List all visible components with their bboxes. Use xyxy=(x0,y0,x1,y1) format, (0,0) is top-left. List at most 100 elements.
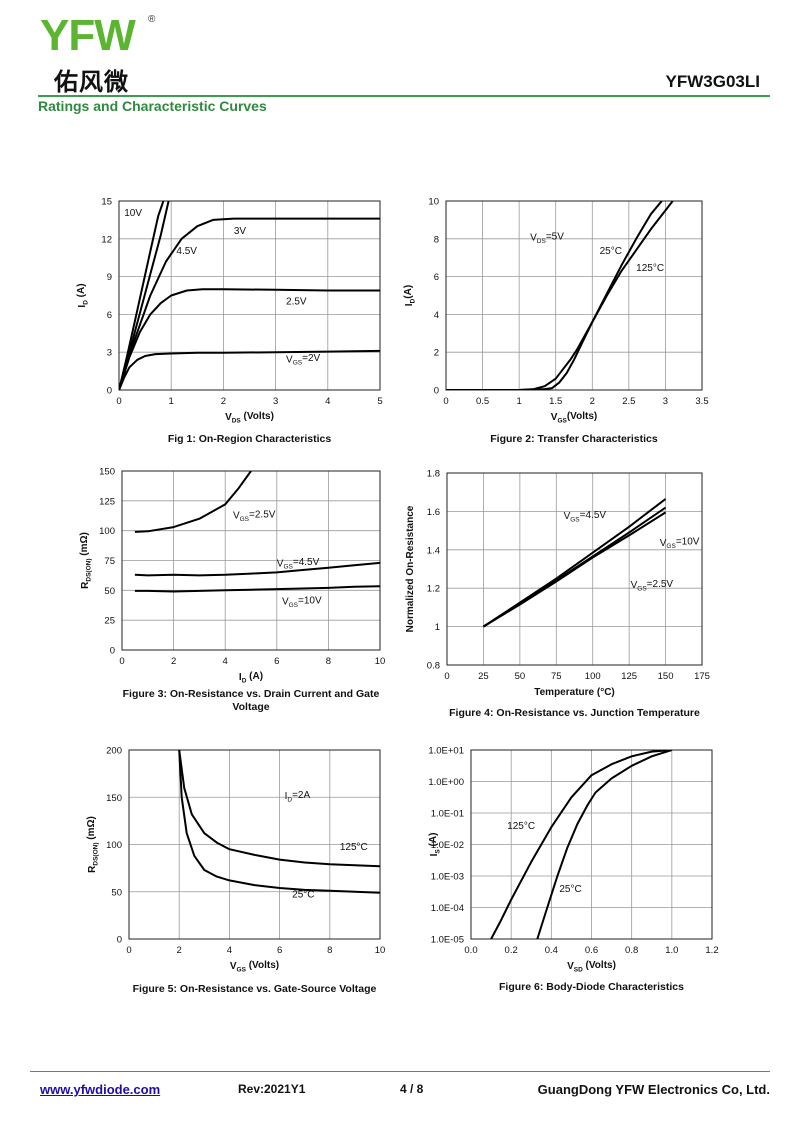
fig5-y-tick-label: 0 xyxy=(117,935,122,946)
fig4-y-tick-label: 1.2 xyxy=(427,584,440,595)
fig6-y-tick-label: 1.0E-03 xyxy=(431,872,464,883)
part-number: YFW3G03LI xyxy=(665,72,760,91)
fig6-x-axis-title: VSD (Volts) xyxy=(567,960,616,974)
fig4-curve-label: VGS=10V xyxy=(660,537,700,551)
fig4-x-tick-label: 25 xyxy=(478,671,489,682)
fig4-x-tick-label: 100 xyxy=(585,671,601,682)
fig1-series-line xyxy=(119,201,165,390)
section-title: Ratings and Characteristic Curves xyxy=(38,98,267,114)
fig4-x-tick-label: 175 xyxy=(694,671,710,682)
fig1-y-tick-label: 15 xyxy=(101,197,112,208)
fig3-series-line xyxy=(134,561,380,577)
fig4-y-axis-title: Normalized On-Resistance xyxy=(405,505,416,632)
fig1-curve-label: 4.5V xyxy=(176,246,197,257)
fig3-curve-label: VGS=4.5V xyxy=(277,557,320,571)
fig6-series-line xyxy=(536,750,673,939)
fig2-chart: 0 0.5 1 1.5 2 2.5 3 3.5 0 2 4 6 8 10 VDS=5V 25°C 125°C VG… xyxy=(403,197,709,446)
fig6-x-tick-label: 1.0 xyxy=(665,945,678,956)
fig3-x-tick-label: 10 xyxy=(375,656,386,667)
fig3-x-tick-label: 2 xyxy=(171,656,176,667)
fig3-x-tick-label: 6 xyxy=(274,656,279,667)
fig2-x-tick-label: 1.5 xyxy=(549,396,562,407)
footer-website-link[interactable]: www.yfwdiode.com xyxy=(40,1082,161,1097)
fig3-series-line xyxy=(134,471,252,533)
fig1-x-tick-label: 1 xyxy=(169,396,174,407)
fig1-curve-label: 3V xyxy=(234,226,247,237)
footer-revision: Rev:2021Y1 xyxy=(238,1082,306,1096)
fig2-y-tick-label: 2 xyxy=(434,348,439,359)
fig3-x-axis-title: ID (A) xyxy=(239,671,263,685)
fig3-y-tick-label: 75 xyxy=(104,556,115,567)
fig2-series-line xyxy=(446,201,663,390)
fig3-y-tick-label: 0 xyxy=(110,646,115,657)
fig2-x-tick-label: 3.5 xyxy=(695,396,708,407)
fig6-y-axis-title: IS (A) xyxy=(428,833,442,857)
footer-divider xyxy=(30,1071,770,1072)
fig5-plot-frame xyxy=(128,749,381,940)
fig1-series-line xyxy=(119,201,170,390)
fig1-curve-label: 2.5V xyxy=(286,296,307,307)
fig2-y-tick-label: 6 xyxy=(434,272,439,283)
fig6-curve-label: 125°C xyxy=(507,821,535,832)
fig3-y-tick-label: 50 xyxy=(104,586,115,597)
fig1-y-tick-label: 12 xyxy=(101,234,112,245)
fig5-x-tick-label: 4 xyxy=(227,945,232,956)
fig1-series-line xyxy=(119,349,380,390)
fig4-y-tick-label: 1.8 xyxy=(427,469,440,480)
logo-registered-mark: ® xyxy=(148,14,156,25)
fig6-curve-label: 25°C xyxy=(559,884,581,895)
fig6-y-tick-label: 1.0E+00 xyxy=(428,777,464,788)
fig2-y-tick-label: 8 xyxy=(434,234,439,245)
footer-page-number: 4 / 8 xyxy=(400,1082,424,1096)
company-logo: YFW ® 佑风微 xyxy=(40,14,170,97)
fig5-x-tick-label: 2 xyxy=(177,945,182,956)
fig1-curve-label: VGS=2V xyxy=(286,353,320,367)
fig4-x-tick-label: 150 xyxy=(658,671,674,682)
fig4-x-tick-label: 50 xyxy=(515,671,526,682)
fig4-x-axis-title: Temperature (°C) xyxy=(534,687,615,698)
fig1-y-tick-label: 9 xyxy=(107,272,112,283)
fig1-x-axis-title: VDS (Volts) xyxy=(225,411,274,425)
fig6-y-tick-label: 1.0E-04 xyxy=(431,903,464,914)
fig4-y-tick-label: 0.8 xyxy=(427,661,440,672)
fig6-x-tick-label: 0.0 xyxy=(464,945,477,956)
footer-company: GuangDong YFW Electronics Co, Ltd. xyxy=(537,1082,770,1097)
fig2-y-tick-label: 10 xyxy=(428,197,439,208)
fig3-y-axis-title: RDS(ON) (mΩ) xyxy=(79,532,93,589)
fig4-x-tick-label: 125 xyxy=(621,671,637,682)
fig4-y-tick-label: 1.6 xyxy=(427,507,440,518)
fig1-series-line xyxy=(119,217,380,390)
fig4-figure-title: Figure 4: On-Resistance vs. Junction Tem… xyxy=(449,707,700,719)
fig6-chart: 0.0 0.2 0.4 0.6 0.8 1.0 1.2 1.0E-05 1.0E-04 1.0E-… xyxy=(428,746,719,994)
fig6-x-tick-label: 0.6 xyxy=(585,945,598,956)
fig4-series-line xyxy=(482,506,667,628)
fig1-x-tick-label: 5 xyxy=(377,396,382,407)
fig1-plot-frame xyxy=(118,200,381,391)
fig5-x-tick-label: 0 xyxy=(126,945,131,956)
fig2-x-tick-label: 2 xyxy=(590,396,595,407)
fig6-x-tick-label: 0.2 xyxy=(505,945,518,956)
fig3-y-tick-label: 25 xyxy=(104,616,115,627)
fig4-x-tick-label: 75 xyxy=(551,671,562,682)
fig5-y-tick-label: 200 xyxy=(106,746,122,757)
fig5-curve-label: ID=2A xyxy=(285,790,311,804)
fig6-y-tick-label: 1.0E-01 xyxy=(431,809,464,820)
fig5-series-line xyxy=(178,750,380,894)
fig3-series-line xyxy=(134,585,380,593)
fig2-curve-label: 25°C xyxy=(600,246,622,257)
fig4-series-line xyxy=(482,511,667,628)
fig1-y-tick-label: 0 xyxy=(107,386,112,397)
fig2-plot-frame xyxy=(445,200,703,391)
fig1-y-tick-label: 6 xyxy=(107,310,112,321)
fig4-y-tick-label: 1.4 xyxy=(427,545,440,556)
fig5-curve-label: 25°C xyxy=(292,889,314,900)
fig3-x-tick-label: 8 xyxy=(326,656,331,667)
fig2-x-tick-label: 0.5 xyxy=(476,396,489,407)
fig6-x-tick-label: 0.8 xyxy=(625,945,638,956)
fig5-y-tick-label: 100 xyxy=(106,840,122,851)
fig3-y-tick-label: 125 xyxy=(99,496,115,507)
fig4-curve-label: VGS=2.5V xyxy=(631,579,674,593)
fig2-curve-label: VDS=5V xyxy=(530,231,564,245)
